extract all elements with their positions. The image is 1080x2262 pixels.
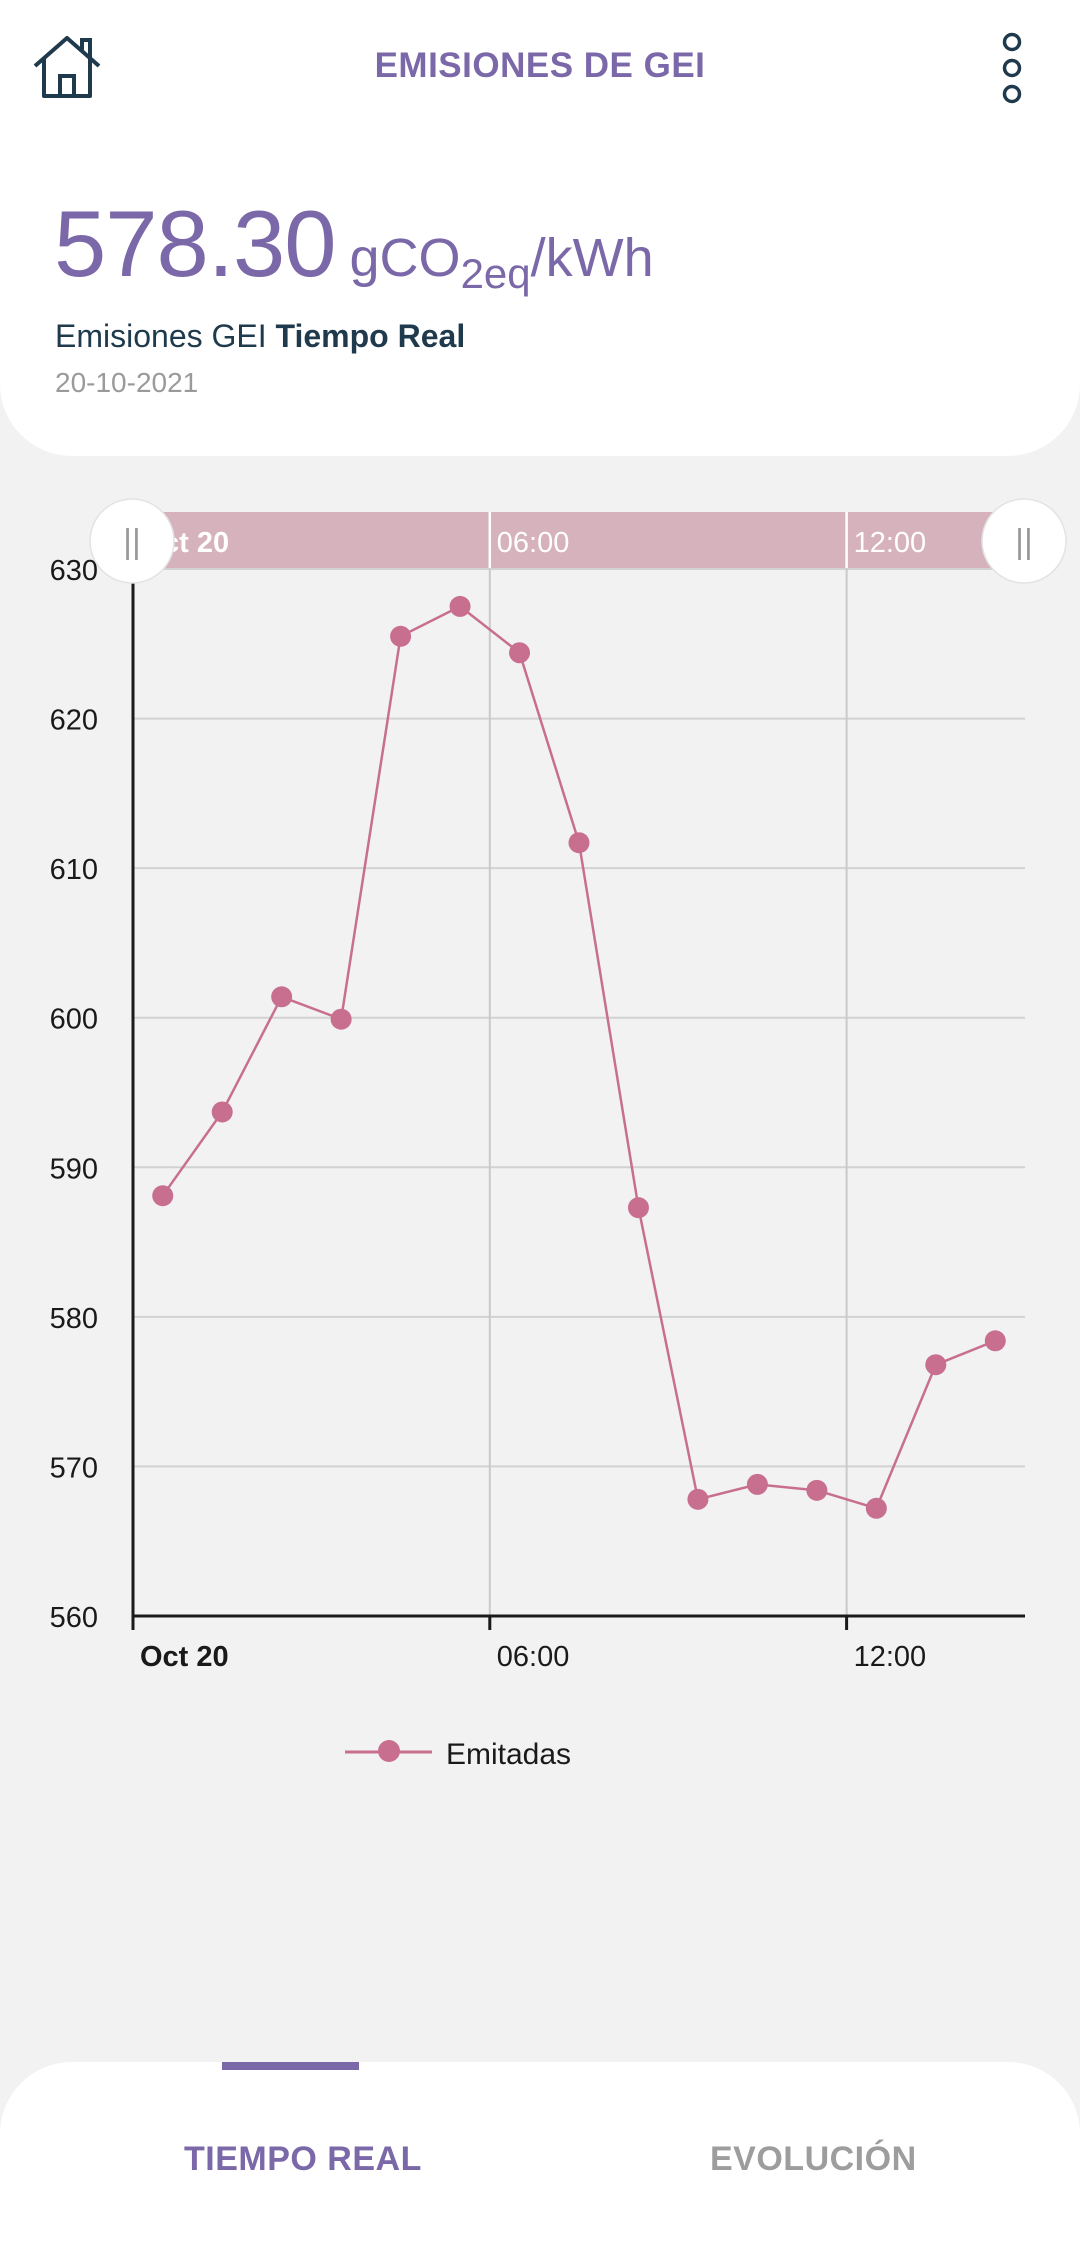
screen-title: EMISIONES DE GEI <box>374 46 706 85</box>
chart-legend[interactable]: Emitadas <box>345 1738 571 1771</box>
data-point[interactable] <box>746 1473 768 1495</box>
bottom-tab-bar: TIEMPO REAL EVOLUCIÓN <box>0 2062 1080 2262</box>
data-point[interactable] <box>568 832 590 854</box>
legend-marker <box>378 1740 400 1762</box>
active-tab-indicator <box>222 2062 359 2070</box>
navigator-label: 06:00 <box>497 527 570 559</box>
data-point[interactable] <box>271 986 293 1008</box>
emissions-chart: ct 20 06:00 12:00 560570580590600610620630… <box>50 498 1067 1771</box>
handle-grip-icon: || <box>1015 523 1033 561</box>
more-vertical-icon <box>1002 32 1022 104</box>
top-app-bar: EMISIONES DE GEI <box>0 0 1080 140</box>
home-button[interactable] <box>30 32 104 102</box>
y-tick-label: 630 <box>50 555 98 587</box>
data-point[interactable] <box>627 1197 649 1219</box>
data-point[interactable] <box>687 1488 709 1510</box>
handle-grip-icon: || <box>123 523 141 561</box>
data-point[interactable] <box>984 1330 1006 1352</box>
data-point[interactable] <box>925 1354 947 1376</box>
x-tick-label: 12:00 <box>854 1641 927 1673</box>
data-point[interactable] <box>330 1008 352 1030</box>
navigator-label: 12:00 <box>854 527 927 559</box>
tab-tiempo-real[interactable]: TIEMPO REAL <box>0 2062 540 2262</box>
tab-evolucion[interactable]: EVOLUCIÓN <box>540 2062 1080 2262</box>
x-tick-label: 06:00 <box>497 1641 570 1673</box>
data-point[interactable] <box>390 625 412 647</box>
range-handle-right[interactable]: || <box>981 498 1067 584</box>
data-point[interactable] <box>865 1497 887 1519</box>
emission-value-row: 578.30 gCO2eq/kWh <box>54 190 654 310</box>
legend-label: Emitadas <box>446 1738 571 1771</box>
y-tick-label: 590 <box>50 1153 98 1185</box>
data-point[interactable] <box>509 642 531 664</box>
overflow-menu-button[interactable] <box>994 30 1030 106</box>
summary-card: EMISIONES DE GEI 578.30 gCO2eq/kWh Emisio… <box>0 0 1080 456</box>
y-tick-label: 570 <box>50 1452 98 1484</box>
y-tick-label: 560 <box>50 1602 98 1634</box>
tab-label: EVOLUCIÓN <box>710 2140 917 2178</box>
home-icon <box>33 36 101 98</box>
y-tick-label: 580 <box>50 1303 98 1335</box>
range-handle-left[interactable]: || <box>89 498 175 584</box>
data-point[interactable] <box>211 1101 233 1123</box>
emission-label: Emisiones GEI Tiempo Real <box>55 318 466 354</box>
data-point[interactable] <box>806 1479 828 1501</box>
x-tick-label: Oct 20 <box>140 1641 229 1673</box>
data-point[interactable] <box>449 595 471 617</box>
emission-date: 20-10-2021 <box>55 367 199 398</box>
y-tick-label: 610 <box>50 854 98 886</box>
y-tick-label: 600 <box>50 1004 98 1036</box>
emission-unit: gCO2eq/kWh <box>349 228 654 297</box>
range-navigator[interactable] <box>133 512 1025 569</box>
emission-value: 578.30 <box>54 191 337 296</box>
tab-label: TIEMPO REAL <box>184 2140 422 2178</box>
y-tick-label: 620 <box>50 705 98 737</box>
data-point[interactable] <box>152 1185 174 1207</box>
series-line-emitadas <box>161 604 996 1510</box>
